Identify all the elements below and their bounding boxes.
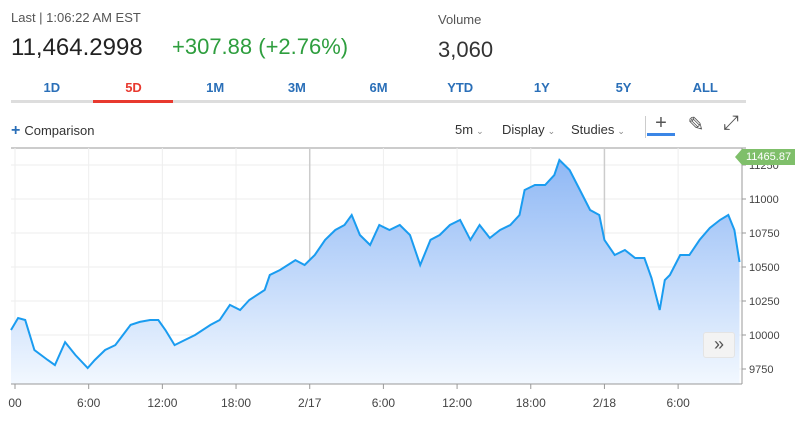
interval-label: 5m (455, 122, 474, 137)
last-updated: Last | 1:06:22 AM EST (11, 10, 141, 25)
tab-6m[interactable]: 6M (369, 80, 388, 95)
volume-value: 3,060 (438, 37, 494, 62)
x-tick-label: 2/17 (298, 396, 322, 410)
chevron-down-icon: ⌄ (547, 126, 556, 136)
price-line (10, 158, 741, 370)
y-tick-label: 10000 (749, 330, 780, 342)
y-tick-label: 10750 (749, 228, 780, 240)
chevron-down-icon: ⌄ (617, 126, 625, 136)
display-label: Display (502, 122, 545, 137)
scroll-to-latest-button[interactable]: » (703, 332, 735, 358)
y-tick-label: 10500 (749, 262, 780, 274)
pencil-icon[interactable]: ✎ (687, 114, 705, 136)
studies-dropdown[interactable]: Studies ⌄ (571, 122, 625, 137)
price-area (11, 160, 740, 384)
tab-divider (11, 100, 746, 103)
range-tabs: 1D 5D 1M 3M 6M YTD 1Y 5Y ALL (11, 80, 746, 100)
tab-all[interactable]: ALL (692, 80, 718, 95)
tab-ytd[interactable]: YTD (447, 80, 474, 95)
current-price-flag: 11465.87 (734, 149, 796, 165)
studies-label: Studies (571, 122, 615, 137)
x-tick-label: 6:00 (77, 396, 101, 410)
x-tick-label: 6:00 (372, 396, 396, 410)
chevron-down-icon: ⌄ (476, 126, 484, 136)
tab-5y[interactable]: 5Y (615, 80, 632, 95)
crosshair-icon[interactable]: + (647, 112, 675, 136)
x-tick-label: 12:00 (442, 396, 472, 410)
comparison-button[interactable]: + Comparison (11, 122, 94, 140)
price-change: +307.88 (+2.76%) (172, 34, 349, 59)
comparison-label: Comparison (24, 123, 95, 138)
tab-5d[interactable]: 5D (125, 80, 142, 95)
tab-3m[interactable]: 3M (287, 80, 306, 95)
expand-icon[interactable]: ⤢ (723, 112, 739, 134)
tab-1m[interactable]: 1M (206, 80, 225, 95)
x-tick-label: 18:00 (516, 396, 546, 410)
y-tick-label: 10250 (749, 296, 780, 308)
y-tick-label: 9750 (749, 364, 773, 376)
x-tick-label: 00 (8, 396, 22, 410)
volume-label: Volume (438, 12, 482, 27)
interval-dropdown[interactable]: 5m ⌄ (455, 122, 484, 137)
display-dropdown[interactable]: Display ⌄ (502, 122, 555, 137)
x-tick-label: 18:00 (221, 396, 251, 410)
last-price: 11,464.2998 (11, 34, 143, 61)
x-tick-label: 12:00 (147, 396, 177, 410)
tab-1y[interactable]: 1Y (533, 80, 550, 95)
active-tab-indicator (93, 100, 173, 103)
tab-1d[interactable]: 1D (43, 80, 61, 95)
plus-icon: + (11, 122, 21, 139)
y-tick-label: 11000 (749, 194, 779, 206)
x-tick-label: 2/18 (593, 396, 617, 410)
x-tick-label: 6:00 (666, 396, 690, 410)
toolbar-divider (645, 116, 646, 138)
